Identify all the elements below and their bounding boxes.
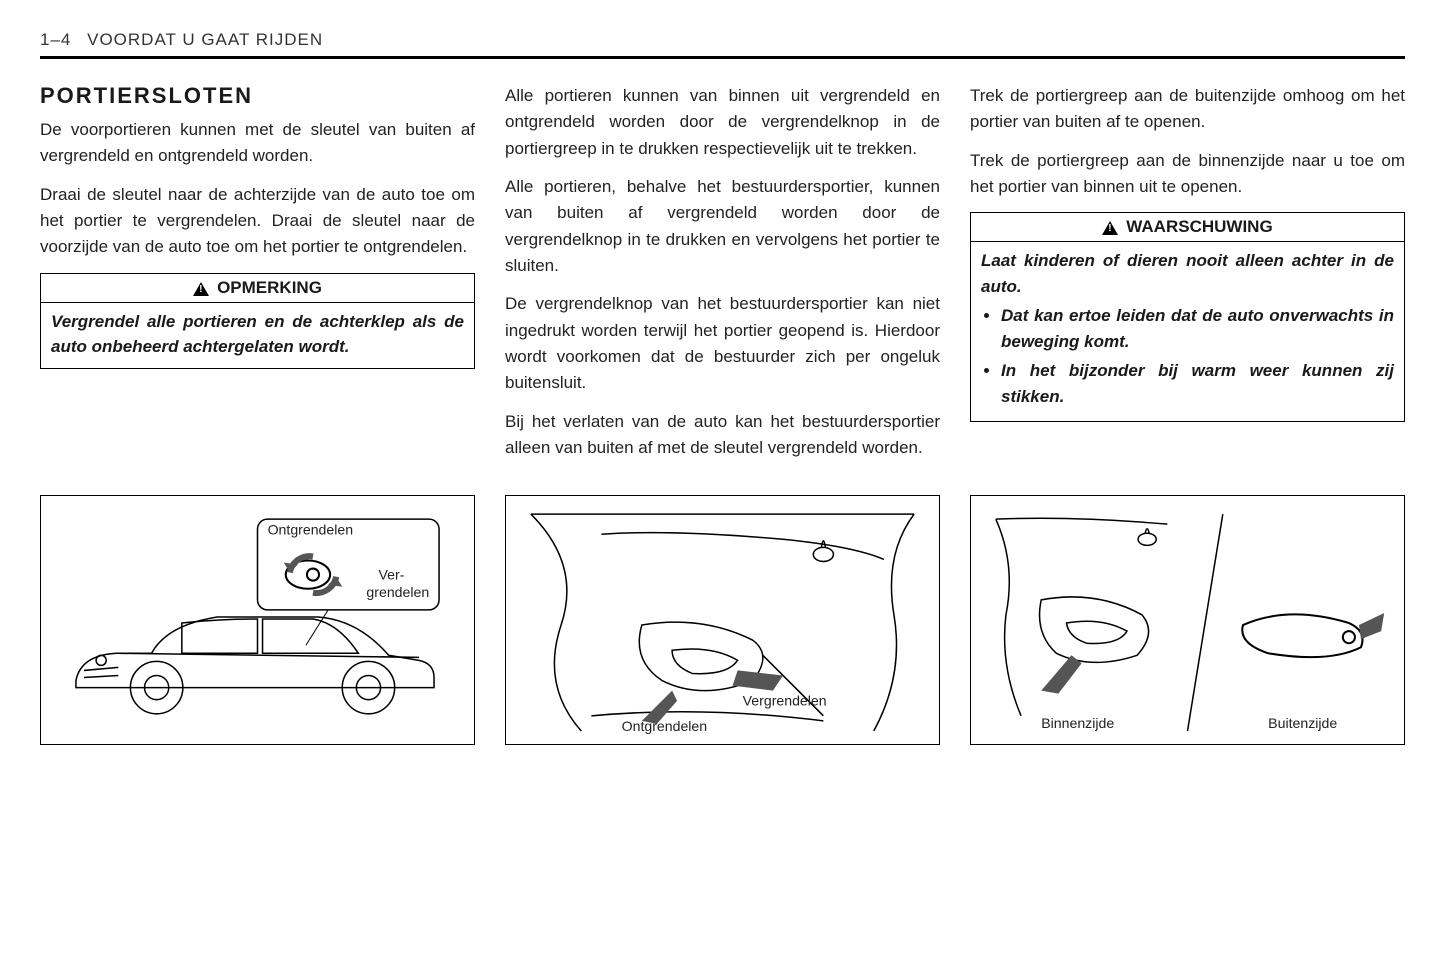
- para: Bij het verlaten van de auto kan het bes…: [505, 409, 940, 462]
- notice-heading: OPMERKING: [41, 274, 474, 303]
- para: Trek de portiergreep aan de buitenzijde …: [970, 83, 1405, 136]
- fig2-lock-label: Vergrendelen: [743, 693, 827, 709]
- notice-heading: WAARSCHUWING: [971, 213, 1404, 242]
- manual-page: 1–4 VOORDAT U GAAT RIJDEN PORTIERSLOTEN …: [0, 0, 1445, 975]
- notice-body: Vergrendel alle portieren en de achterkl…: [41, 303, 474, 368]
- warning-triangle-icon: [193, 282, 209, 296]
- fig3-outside-label: Buitenzijde: [1268, 715, 1337, 731]
- para: De voorportieren kunnen met de sleutel v…: [40, 117, 475, 170]
- column-1: PORTIERSLOTEN De voorportieren kunnen me…: [40, 83, 475, 473]
- notice-box-waarschuwing: WAARSCHUWING Laat kinderen of dieren noo…: [970, 212, 1405, 422]
- para: Alle portieren, behalve het bestuurders­…: [505, 174, 940, 279]
- fig1-unlock-label: Ontgrendelen: [268, 522, 354, 538]
- figures-row: Ontgrendelen Ver- grendelen: [40, 495, 1405, 745]
- column-3: Trek de portiergreep aan de buitenzijde …: [970, 83, 1405, 473]
- chapter-title: VOORDAT U GAAT RIJDEN: [87, 30, 323, 49]
- para: Alle portieren kunnen van binnen uit ver…: [505, 83, 940, 162]
- notice-heading-text: WAARSCHUWING: [1126, 217, 1272, 237]
- figure-handles-in-out: Binnenzijde Buitenzijde: [970, 495, 1405, 745]
- text-columns: PORTIERSLOTEN De voorportieren kunnen me…: [40, 83, 1405, 473]
- para: Draai de sleutel naar de achterzijde van…: [40, 182, 475, 261]
- section-title: PORTIERSLOTEN: [40, 83, 475, 109]
- notice-heading-text: OPMERKING: [217, 278, 322, 298]
- notice-body: Laat kinderen of dieren nooit alleen ach…: [971, 242, 1404, 421]
- para: Trek de portiergreep aan de binnenzijde …: [970, 148, 1405, 201]
- fig2-unlock-label: Ontgrendelen: [622, 718, 708, 734]
- fig1-lock-label-1: Ver-: [379, 567, 405, 583]
- notice-list: Dat kan ertoe leiden dat de auto onverwa…: [981, 303, 1394, 409]
- column-2: Alle portieren kunnen van binnen uit ver…: [505, 83, 940, 473]
- notice-bullet: Dat kan ertoe leiden dat de auto onverwa…: [1001, 303, 1394, 354]
- notice-box-opmerking: OPMERKING Vergrendel alle portieren en d…: [40, 273, 475, 369]
- notice-bullet: In het bijzonder bij warm weer kunnen zi…: [1001, 358, 1394, 409]
- fig3-inside-label: Binnenzijde: [1041, 715, 1114, 731]
- figure-inside-handle: Ontgrendelen Vergrendelen: [505, 495, 940, 745]
- warning-triangle-icon: [1102, 221, 1118, 235]
- para: De vergrendelknop van het bestuurders­po…: [505, 291, 940, 396]
- page-header: 1–4 VOORDAT U GAAT RIJDEN: [40, 30, 1405, 59]
- notice-lead: Laat kinderen of dieren nooit alleen ach…: [981, 251, 1394, 296]
- figure-car-key: Ontgrendelen Ver- grendelen: [40, 495, 475, 745]
- fig1-lock-label-2: grendelen: [366, 584, 429, 600]
- page-number: 1–4: [40, 30, 71, 49]
